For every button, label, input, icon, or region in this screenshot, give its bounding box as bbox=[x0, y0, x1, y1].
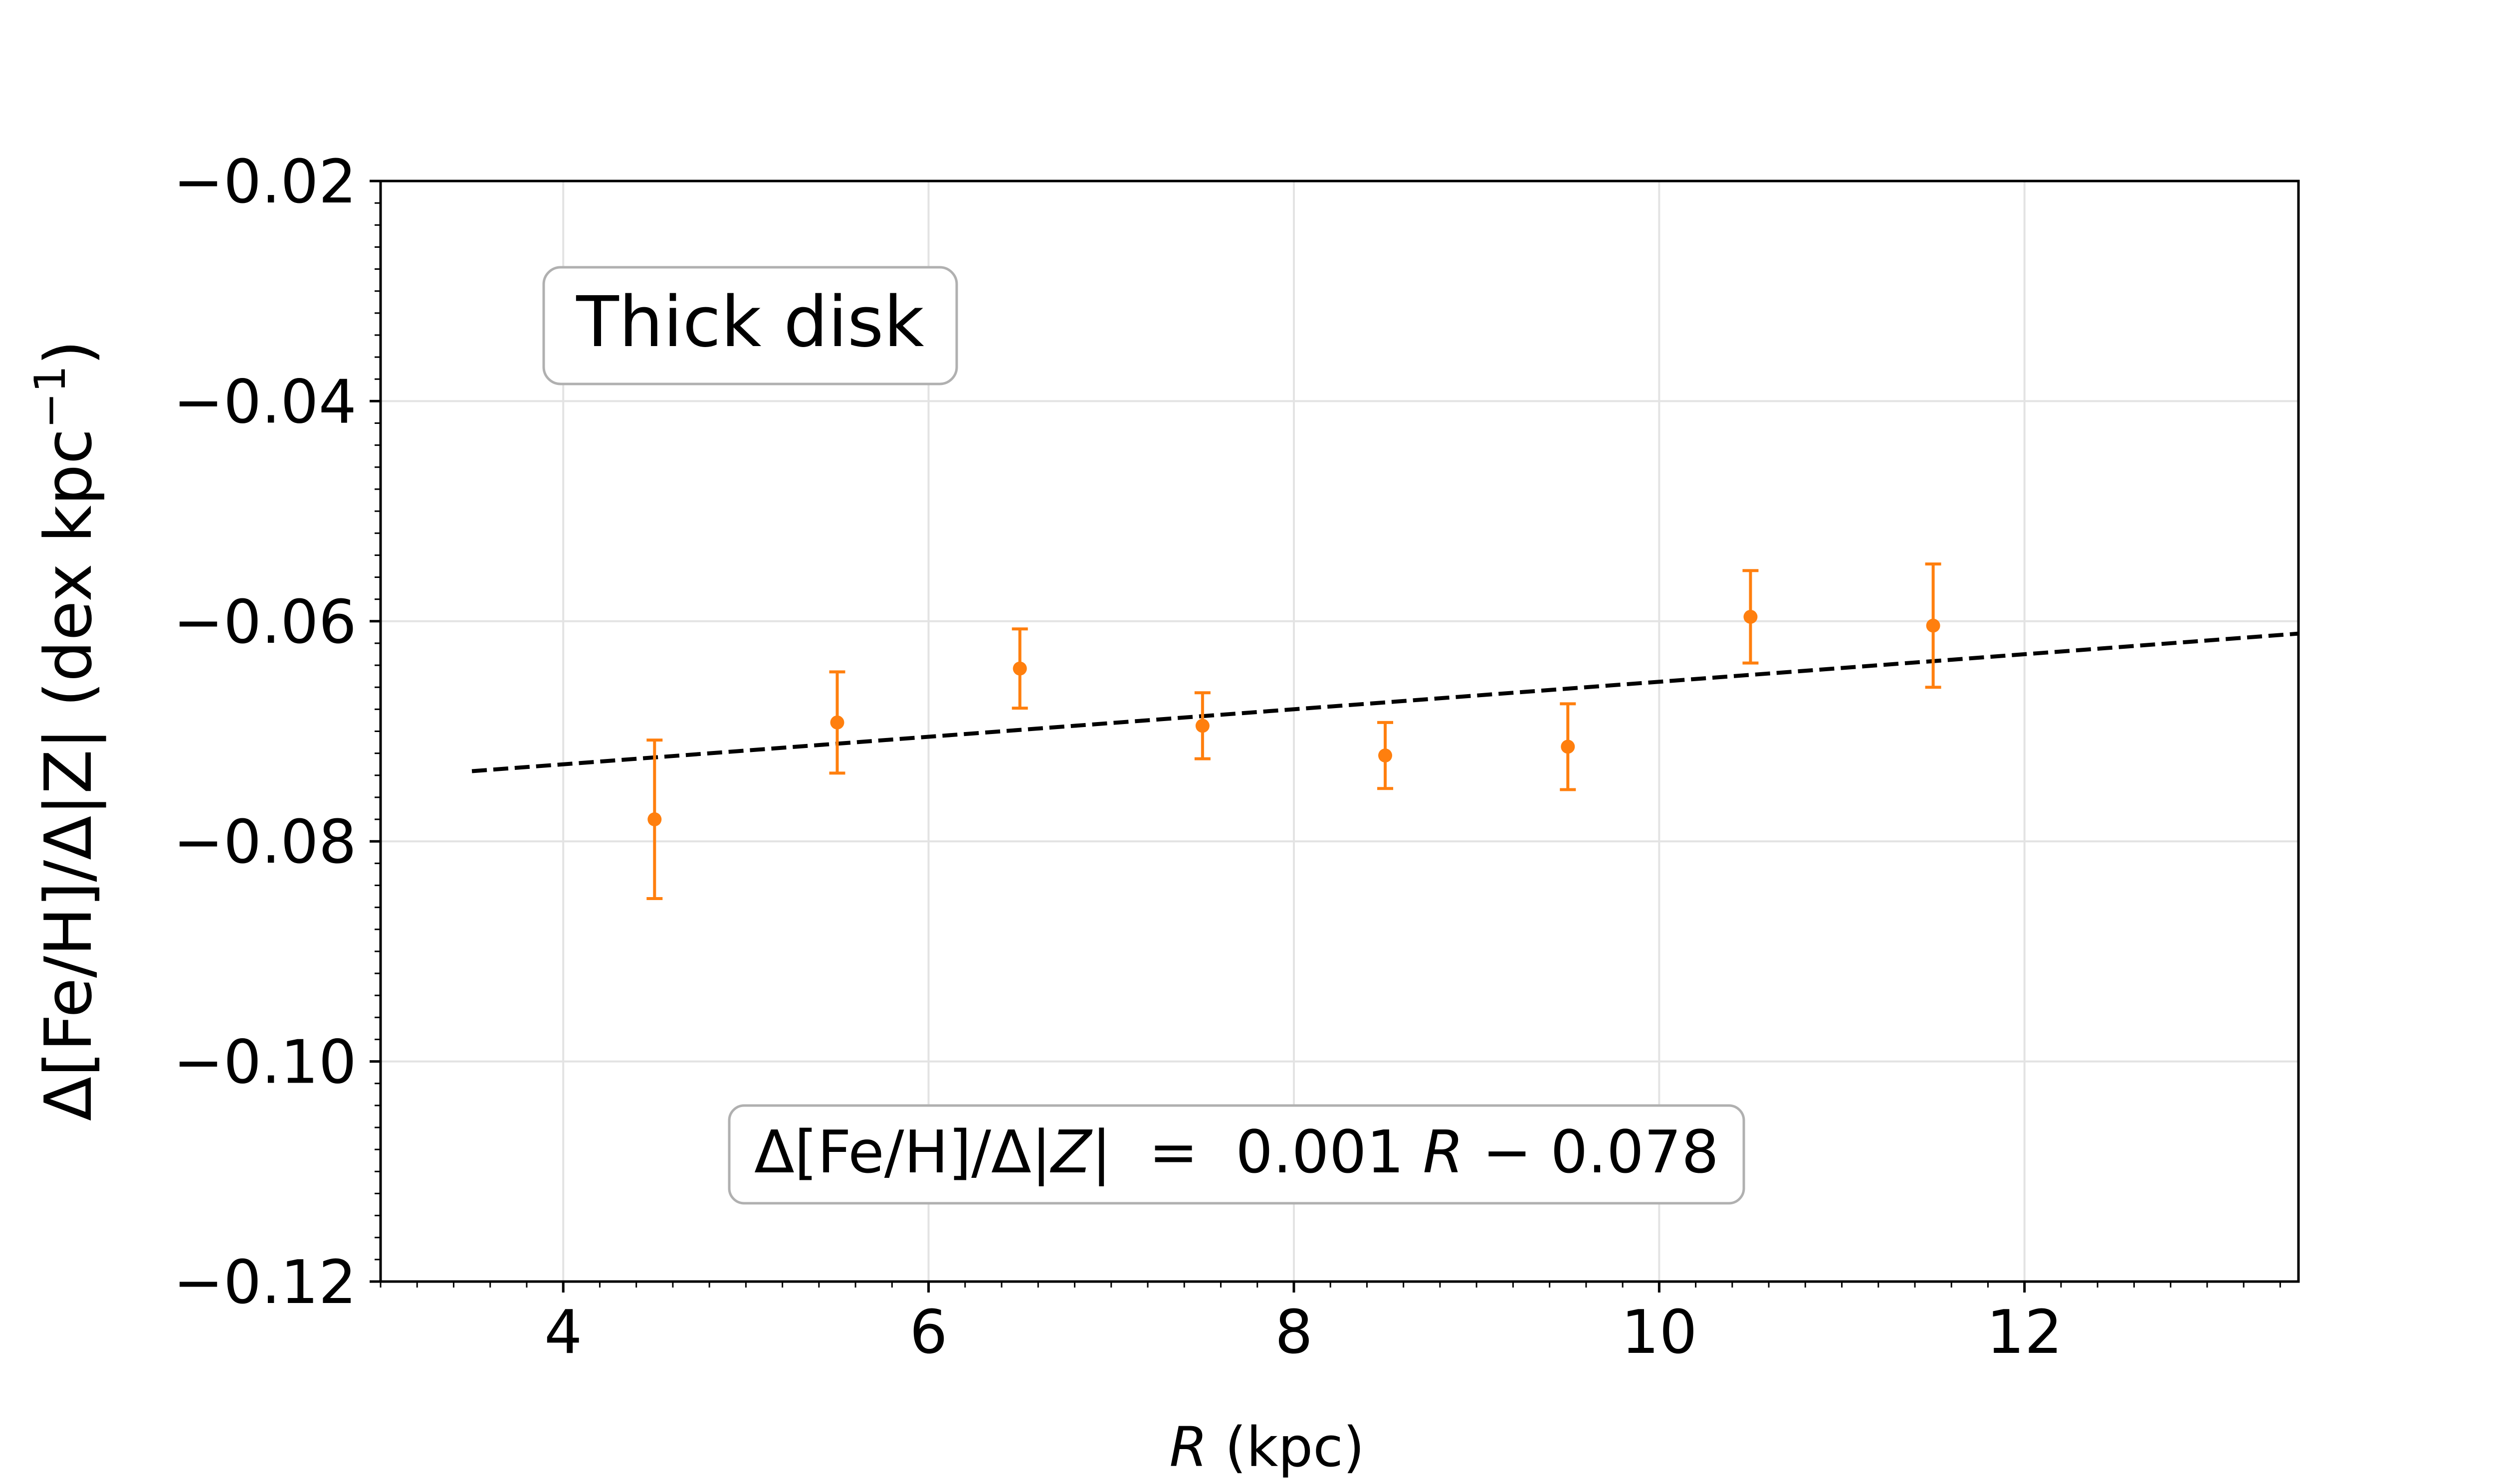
y-axis-label-sup: −1 bbox=[25, 366, 75, 429]
data-point-group bbox=[1194, 691, 1211, 760]
x-tick-label: 12 bbox=[1986, 1298, 2063, 1367]
data-point bbox=[1195, 719, 1210, 733]
x-tick-label: 6 bbox=[909, 1298, 947, 1367]
annotation-thick-disk: Thick disk bbox=[542, 266, 958, 385]
y-tick-label: −0.12 bbox=[173, 1248, 357, 1317]
data-point-group bbox=[1377, 721, 1394, 790]
data-point-group bbox=[646, 739, 663, 900]
x-tick-labels: 4 6 8 10 12 bbox=[544, 1298, 2063, 1367]
data-point-group bbox=[829, 670, 845, 775]
annotation-equation: Δ[Fe/H]/Δ|Z| = 0.001 R − 0.078 bbox=[728, 1104, 1745, 1205]
y-tick-label: −0.10 bbox=[173, 1028, 357, 1098]
data-point bbox=[1378, 748, 1393, 763]
x-tick-label: 8 bbox=[1275, 1298, 1313, 1367]
equation-r: R bbox=[1423, 1117, 1463, 1186]
equation-rhs: − 0.078 bbox=[1463, 1117, 1719, 1186]
x-axis-label-unit: (kpc) bbox=[1208, 1415, 1365, 1479]
data-point-group bbox=[1925, 562, 1941, 689]
data-series bbox=[646, 562, 1941, 900]
y-axis-label: Δ[Fe/H]/Δ|Z| (dex kpc−1) bbox=[25, 340, 106, 1121]
annotation-box bbox=[542, 266, 958, 385]
data-point bbox=[1743, 609, 1758, 624]
data-point bbox=[1013, 661, 1027, 676]
data-point bbox=[647, 812, 662, 827]
y-tick-label: −0.04 bbox=[173, 368, 357, 437]
y-tick-label: −0.06 bbox=[173, 588, 357, 657]
y-axis-label-close: ) bbox=[30, 340, 106, 366]
equation-lhs-b: | bbox=[1091, 1117, 1111, 1186]
data-point bbox=[830, 715, 844, 730]
equation-lhs-a: Δ[Fe/H]/Δ| bbox=[754, 1117, 1051, 1186]
data-point bbox=[1926, 618, 1940, 633]
y-tick-label: −0.08 bbox=[173, 808, 357, 877]
fit-line bbox=[471, 631, 2299, 773]
data-point-group bbox=[1560, 702, 1576, 791]
x-axis-label: R (kpc) bbox=[1169, 1415, 1364, 1479]
annotation-text: Thick disk bbox=[576, 282, 924, 363]
data-point bbox=[1561, 740, 1575, 754]
x-tick-label: 4 bbox=[544, 1298, 582, 1367]
plot-frame bbox=[379, 180, 2300, 1283]
major-ticks bbox=[370, 180, 2026, 1293]
equation-box bbox=[728, 1104, 1745, 1205]
equation-text: Δ[Fe/H]/Δ|Z| = 0.001 R − 0.078 bbox=[754, 1117, 1719, 1186]
equation-mid: = 0.001 bbox=[1111, 1117, 1423, 1186]
data-point-group bbox=[1742, 569, 1759, 665]
x-tick-label: 10 bbox=[1621, 1298, 1697, 1367]
x-axis-label-r: R bbox=[1169, 1415, 1207, 1479]
data-point-group bbox=[1012, 627, 1028, 710]
y-axis-label-main: Δ[Fe/H]/Δ|Z| (dex kpc bbox=[30, 428, 106, 1121]
equation-z: Z bbox=[1049, 1117, 1092, 1186]
y-tick-labels: −0.12 −0.10 −0.08 −0.06 −0.04 −0.02 bbox=[173, 148, 357, 1317]
y-tick-label: −0.02 bbox=[173, 148, 357, 217]
